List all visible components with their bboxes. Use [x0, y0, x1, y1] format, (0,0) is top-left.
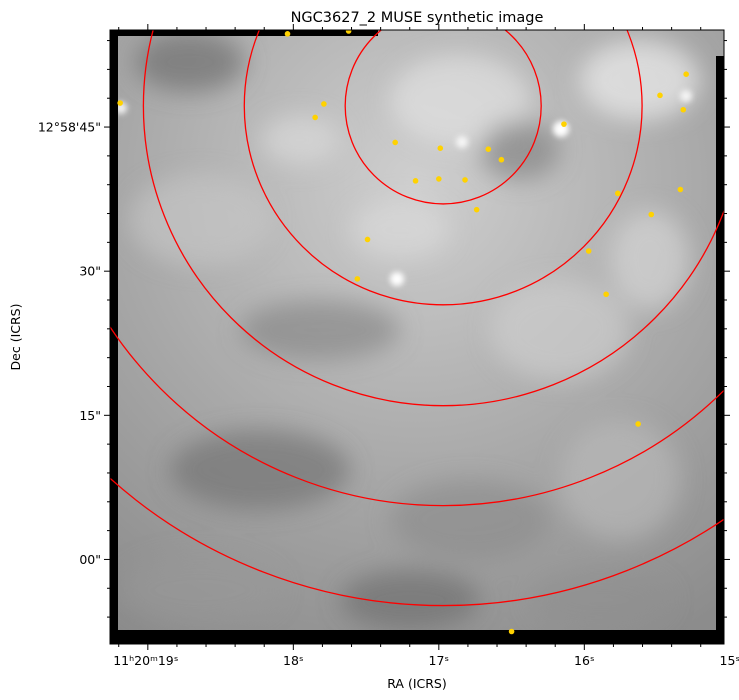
source-point [603, 291, 609, 298]
annulus-circle [142, 30, 724, 407]
x-tick-label: 11ʰ20ᵐ19ˢ [113, 653, 178, 668]
circles-layer [110, 30, 724, 607]
source-point [677, 186, 684, 193]
source-point [635, 421, 641, 427]
source-point [436, 176, 442, 182]
y-tick-label: 15" [79, 408, 101, 423]
source-point [412, 178, 419, 184]
source-point [473, 206, 480, 213]
source-point [648, 211, 655, 218]
source-point [354, 276, 361, 282]
annulus-circle [110, 325, 724, 507]
chart-title: NGC3627_2 MUSE synthetic image [291, 10, 544, 26]
x-tick-label: 15ˢ [720, 653, 739, 668]
source-point [498, 156, 505, 163]
y-tick-label: 12°58'45" [38, 120, 101, 135]
source-point [392, 139, 398, 146]
source-point [437, 145, 444, 151]
image-area [110, 30, 724, 644]
annulus-circle [110, 477, 724, 607]
image-masked-border [110, 30, 724, 644]
source-point [321, 101, 327, 107]
source-point [345, 30, 352, 34]
source-point [312, 114, 318, 121]
x-tick-label: 18ˢ [283, 653, 304, 668]
source-point [683, 71, 689, 78]
source-point [680, 106, 687, 113]
source-point [561, 121, 567, 127]
sources-layer [117, 30, 689, 635]
source-point [462, 177, 468, 183]
ticks-layer [104, 24, 730, 650]
source-point [364, 236, 371, 243]
annulus-circle [243, 30, 643, 306]
source-point [117, 100, 123, 106]
source-point [508, 628, 515, 635]
axes-frame [109, 29, 725, 645]
source-point [585, 248, 592, 254]
y-tick-label: 00" [79, 552, 101, 567]
source-point [614, 190, 621, 197]
x-tick-label: 16ˢ [574, 653, 595, 668]
image-texture [120, 32, 700, 630]
source-point [657, 92, 663, 99]
y-axis-label: Dec (ICRS) [8, 304, 23, 371]
source-point [485, 146, 492, 152]
annulus-circle [344, 30, 542, 205]
y-tick-label: 30" [79, 264, 101, 279]
source-point [284, 31, 291, 37]
x-axis-label: RA (ICRS) [387, 676, 447, 691]
x-tick-label: 17ˢ [429, 653, 450, 668]
